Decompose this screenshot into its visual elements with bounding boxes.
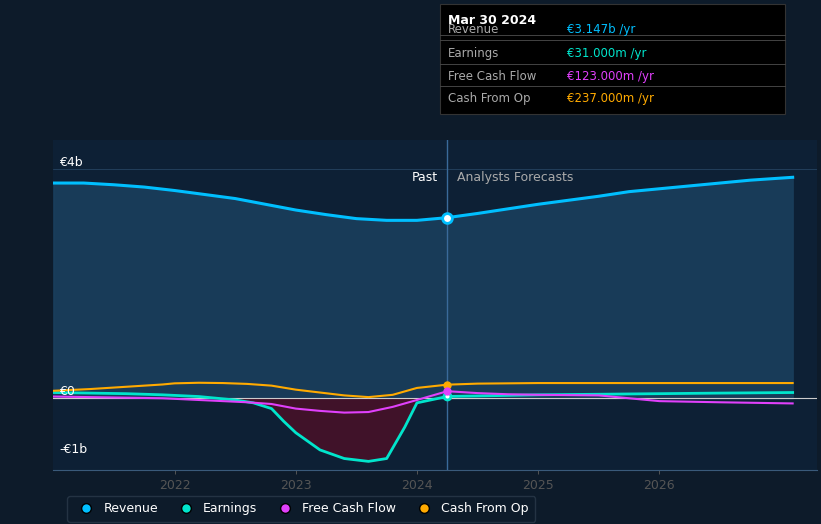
Text: €31.000m /yr: €31.000m /yr xyxy=(567,47,647,60)
Text: Revenue: Revenue xyxy=(448,23,500,36)
Text: Earnings: Earnings xyxy=(448,47,500,60)
Text: €4b: €4b xyxy=(59,156,83,169)
Legend: Revenue, Earnings, Free Cash Flow, Cash From Op: Revenue, Earnings, Free Cash Flow, Cash … xyxy=(67,496,535,521)
Text: Analysts Forecasts: Analysts Forecasts xyxy=(457,171,573,184)
Text: €0: €0 xyxy=(59,385,76,398)
Text: -€1b: -€1b xyxy=(59,443,88,456)
Text: €3.147b /yr: €3.147b /yr xyxy=(567,23,635,36)
Bar xyxy=(440,4,785,114)
Text: €237.000m /yr: €237.000m /yr xyxy=(567,92,654,105)
Text: Mar 30 2024: Mar 30 2024 xyxy=(448,14,536,27)
Text: Free Cash Flow: Free Cash Flow xyxy=(448,70,537,83)
Text: Past: Past xyxy=(411,171,438,184)
Text: Cash From Op: Cash From Op xyxy=(448,92,530,105)
Text: €123.000m /yr: €123.000m /yr xyxy=(567,70,654,83)
